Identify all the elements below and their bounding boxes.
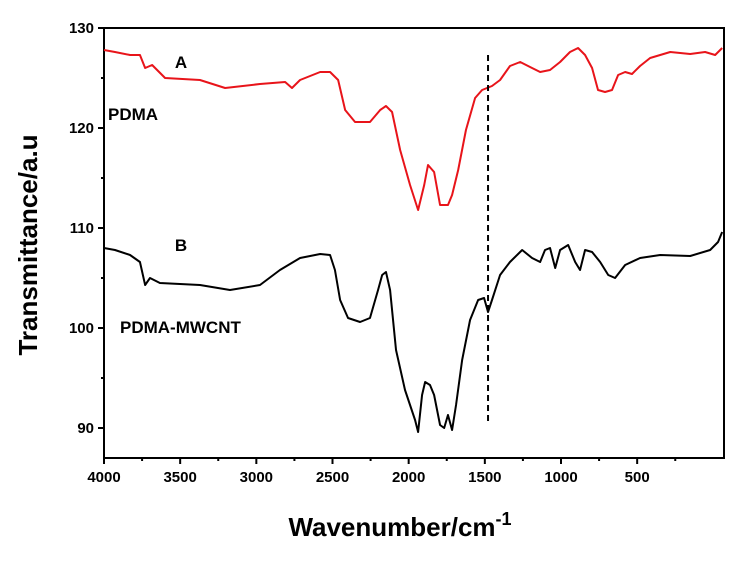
x-tick-label: 4000 <box>87 469 120 486</box>
x-tick-label: 2000 <box>392 469 425 486</box>
x-axis-label-text: Wavenumber/cm <box>288 512 495 542</box>
x-axis-label-sup: -1 <box>496 509 512 529</box>
x-tick-label: 3000 <box>240 469 273 486</box>
plot-frame <box>103 27 725 459</box>
x-tick-label: 1000 <box>544 469 577 486</box>
x-tick-label: 3500 <box>163 469 196 486</box>
y-tick-label: 130 <box>69 20 94 37</box>
x-tick-label: 1500 <box>468 469 501 486</box>
x-tick-label: 2500 <box>316 469 349 486</box>
y-tick-label: 90 <box>77 420 94 437</box>
spectrum-line <box>103 47 723 211</box>
annotation: B <box>175 236 187 255</box>
y-axis-label: Transmittance/a.u <box>13 134 43 355</box>
x-tick-label: 500 <box>625 469 650 486</box>
annotation: PDMA-MWCNT <box>120 318 241 337</box>
annotation: A <box>175 53 187 72</box>
spectrum-line <box>103 231 724 433</box>
annotation: PDMA <box>108 105 158 124</box>
x-axis-label: Wavenumber/cm-1 <box>288 509 511 542</box>
y-tick-label: 120 <box>69 120 94 137</box>
y-tick-label: 110 <box>70 220 94 237</box>
y-tick-label: 100 <box>69 320 94 337</box>
